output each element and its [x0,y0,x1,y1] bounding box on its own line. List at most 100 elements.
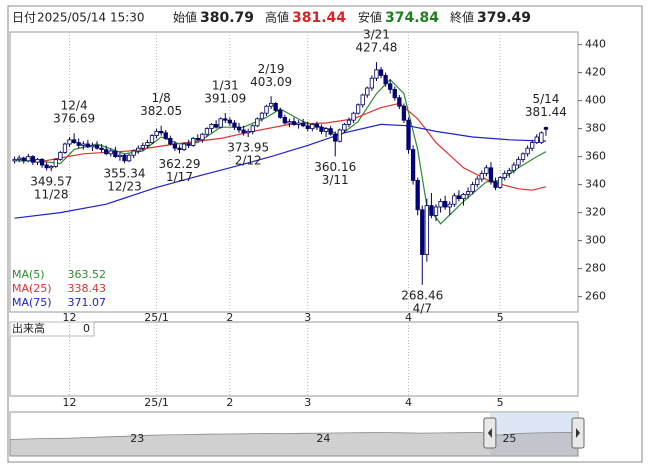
annotation-label: 382.05 [140,104,182,118]
y-tick-label: 400 [585,94,606,107]
annotation-label: 381.44 [525,105,567,119]
candle-body [104,149,109,155]
candle-body [62,143,68,153]
annotation-label: 12/23 [107,180,142,194]
candle-body [117,154,123,157]
x-tick-label: 2 [226,396,233,409]
volume-label: 出来高 [12,321,45,335]
candle-body [355,104,361,114]
candle-body [44,164,49,169]
candle-body [328,128,333,135]
header-high: 381.44 [292,10,346,26]
candle-body [484,167,489,174]
y-tick-label: 280 [585,262,606,275]
candle-body [140,144,145,149]
candle-body [360,94,365,106]
candle-body [424,205,429,256]
candle-body [516,158,521,166]
annotation-label: 1/8 [152,91,171,105]
header-low: 374.84 [385,10,439,26]
handle-arrow [576,428,580,438]
candle-body [470,184,475,193]
candle-body [314,124,320,128]
annotation-label: 12/4 [61,99,88,113]
candle-body [296,122,301,125]
candle-body [35,158,40,163]
candle-body [337,129,342,142]
ma-line [14,123,546,219]
candle-body [488,167,494,183]
x-tick-label: 5 [497,311,504,324]
candle-body [126,154,132,162]
candle-body [250,125,255,132]
candle-body [67,139,72,145]
annotation-label: 403.09 [250,75,292,89]
annotation-label: 3/11 [322,173,349,187]
candle-body [17,157,22,160]
y-tick-label: 320 [585,206,606,219]
candle-body [369,77,375,89]
candle-body [420,209,425,256]
candle-body [406,119,411,150]
annotation-label: 11/28 [34,188,69,202]
annotation-label: 268.46 [401,288,443,302]
candle-body [268,103,274,107]
candle-body [530,142,535,149]
header-open: 380.79 [200,10,254,26]
candle-body [429,205,434,216]
ma-line [14,78,547,225]
candle-body [282,117,287,124]
x-tick-label: 12 [63,311,77,324]
legend-name: MA(5) [12,268,45,281]
volume-value: 0 [83,322,90,335]
candle-body [392,89,397,99]
candle-body [200,133,205,141]
candle-body [433,206,439,216]
candle-body [342,124,347,131]
candle-body [186,143,191,146]
candle-body [26,156,31,162]
annotation-label: 4/7 [413,301,432,315]
candle-body [99,147,104,150]
legend-value: 371.07 [68,296,107,309]
navigator-label: 24 [316,432,330,445]
legend-name: MA(75) [12,296,52,309]
candle-body [204,128,210,135]
candle-body [456,195,462,200]
header-label: 日付 [12,11,36,25]
candle-body [113,150,118,157]
candle-body [21,157,26,162]
candle-body [136,147,141,152]
candle-body [475,178,480,185]
candle-body [351,112,356,121]
candle-body [90,144,95,148]
candle-body [415,179,420,211]
candle-body [149,135,155,144]
candle-body [397,97,402,107]
annotation-label: 349.57 [30,175,72,189]
candle-body [81,143,86,146]
candle-body [108,150,113,155]
candle-body [410,149,416,181]
candle-body [227,119,233,124]
candle-body [168,137,173,145]
candle-body [401,105,407,121]
candle-body [195,137,200,141]
x-tick-label: 4 [405,311,412,324]
candle-body [291,121,297,125]
handle-arrow [487,428,492,438]
candle-body [305,125,310,130]
y-tick-label: 360 [585,150,606,163]
y-tick-label: 260 [585,290,606,303]
y-tick-label: 440 [585,38,606,51]
x-tick-label: 3 [304,311,311,324]
y-tick-label: 420 [585,66,606,79]
candle-body [191,137,196,146]
navigator-label: 23 [130,432,144,445]
price-panel [9,31,579,313]
candle-body [346,119,352,125]
annotation-label: 362.29 [158,157,200,171]
candle-body [246,130,251,134]
candle-body [388,83,393,90]
